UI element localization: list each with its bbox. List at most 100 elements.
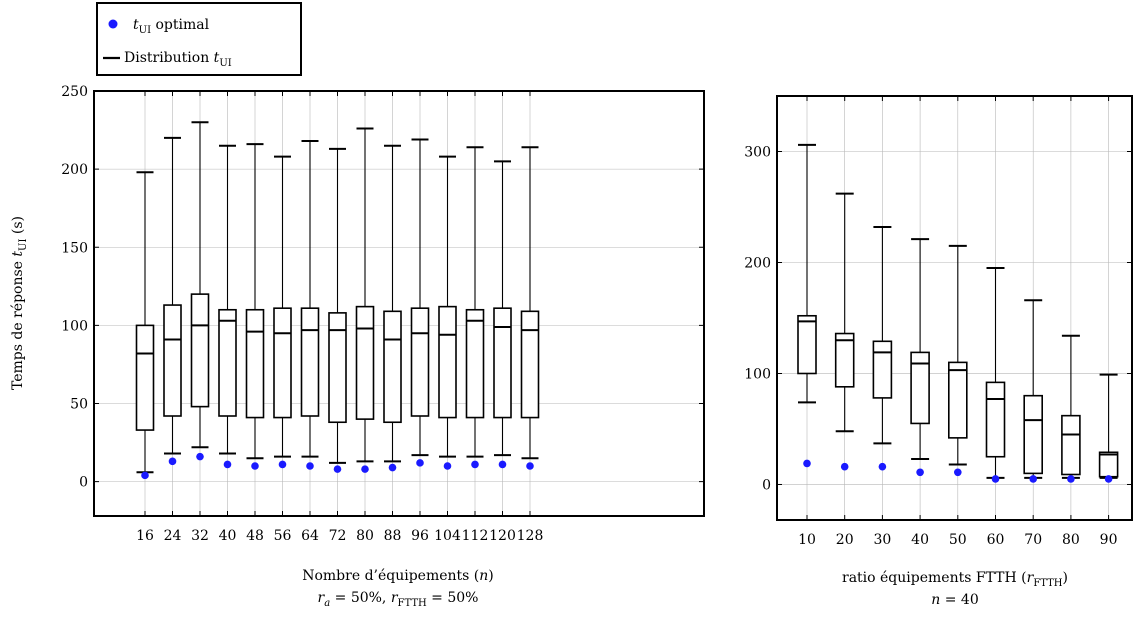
x-tick-label: 104	[434, 528, 461, 544]
box-iqr	[493, 307, 512, 419]
box-iqr	[985, 381, 1006, 458]
box-iqr	[163, 304, 182, 417]
x-tick-label: 96	[411, 528, 429, 544]
chart-caption: ra = 50%, rFTTH = 50%	[318, 590, 479, 609]
y-tick-label: 200	[744, 255, 771, 271]
legend-optimal-marker	[108, 19, 118, 29]
box-iqr	[383, 310, 402, 424]
box-70	[1023, 299, 1043, 479]
y-tick-labels: 0 50 100 150 200 250	[61, 84, 88, 491]
box-88	[383, 144, 402, 463]
box-iqr	[1098, 451, 1119, 478]
box-iqr	[300, 307, 320, 417]
box-80	[1061, 334, 1081, 479]
box-90	[1098, 373, 1119, 479]
x-axis-label: Nombre d’équipements (n)	[302, 568, 494, 584]
box-40	[218, 144, 237, 455]
y-tick-label: 100	[61, 318, 88, 334]
box-iqr	[190, 293, 210, 408]
x-tick-label: 80	[356, 528, 374, 544]
x-tick-label: 32	[191, 528, 209, 544]
optimal-point-72	[333, 465, 342, 473]
box-72	[328, 147, 347, 464]
box-iqr	[1061, 414, 1081, 476]
x-tick-label: 72	[329, 528, 347, 544]
box-104	[438, 155, 457, 458]
optimal-point-96	[416, 459, 424, 467]
x-tick-label: 40	[911, 532, 929, 548]
x-tick-label: 80	[1062, 532, 1080, 548]
legend-frame	[96, 2, 302, 76]
x-tick-label: 90	[1100, 532, 1118, 548]
plot-frame	[93, 90, 705, 517]
box-64	[300, 140, 320, 458]
optimal-point-60	[991, 475, 1000, 483]
box-iqr	[273, 307, 292, 419]
x-tick-label: 56	[274, 528, 292, 544]
optimal-point-64	[306, 462, 314, 470]
x-tick-label: 10	[798, 532, 816, 548]
legend-distribution-label: Distribution tUI	[124, 50, 232, 69]
box-32	[190, 121, 210, 449]
x-tick-label: 70	[1024, 532, 1042, 548]
y-tick-label: 250	[61, 84, 88, 100]
optimal-point-56	[278, 460, 287, 469]
legend: tUI optimal Distribution tUI	[96, 2, 302, 76]
box-40	[910, 238, 930, 460]
x-tick-label: 16	[136, 528, 154, 544]
plot-frame	[776, 95, 1133, 521]
optimal-point-80	[361, 465, 369, 473]
box-iqr	[355, 305, 375, 420]
box-iqr	[872, 340, 893, 399]
optimal-point-40	[916, 468, 924, 477]
box-iqr	[218, 308, 237, 417]
x-tick-label: 64	[301, 528, 319, 544]
optimal-point-32	[196, 452, 204, 461]
x-tick-labels: 16 24 32 40 48 56 64 72 80 88 96 104 112 120 128	[136, 528, 543, 544]
x-tick-label: 48	[246, 528, 264, 544]
box-iqr	[328, 312, 347, 424]
box-16	[135, 171, 155, 474]
box-80	[355, 127, 375, 463]
box-30	[872, 225, 893, 445]
box-20	[834, 192, 855, 433]
box-128	[520, 146, 540, 460]
optimal-point-90	[1104, 475, 1113, 483]
optimal-point-120	[498, 460, 507, 469]
x-tick-label: 30	[873, 532, 891, 548]
optimal-point-30	[878, 462, 887, 471]
optimal-series	[803, 459, 1113, 483]
x-tick-label: 128	[517, 528, 544, 544]
grid-lines	[94, 90, 704, 516]
x-tick-labels: 10 20 30 40 50 60 70 80 90	[798, 532, 1117, 548]
box-iqr	[834, 332, 855, 388]
x-tick-label: 50	[949, 532, 967, 548]
box-iqr	[520, 310, 540, 419]
optimal-point-104	[443, 462, 452, 470]
optimal-point-70	[1029, 475, 1037, 483]
chart-ftth-ratio: 0 100 200 300 10 20 30 40 50 60 70 80 90 ratio équi…	[744, 95, 1133, 608]
optimal-point-88	[388, 463, 397, 472]
optimal-point-10	[803, 459, 811, 468]
optimal-point-40	[223, 460, 232, 469]
y-tick-label: 50	[70, 397, 88, 413]
optimal-point-80	[1067, 475, 1075, 483]
y-tick-label: 0	[79, 475, 88, 491]
box-120	[493, 160, 512, 457]
y-tick-label: 300	[744, 144, 771, 160]
legend-optimal-label: tUI optimal	[133, 17, 210, 36]
box-series	[135, 121, 540, 474]
box-iqr	[135, 324, 155, 431]
box-50	[947, 244, 968, 466]
box-series	[797, 143, 1119, 479]
box-96	[410, 138, 430, 457]
optimal-point-24	[168, 457, 177, 466]
optimal-point-112	[471, 460, 479, 469]
x-tick-label: 40	[219, 528, 237, 544]
x-axis-label: ratio équipements FTTH (rFTTH)	[842, 570, 1068, 589]
box-56	[273, 155, 292, 458]
chart-devices: 0 50 100 150 200 250 16 24 32 40 48 56 64 72 80 88 96 10…	[10, 84, 705, 609]
optimal-series	[141, 452, 534, 480]
y-tick-label: 0	[762, 477, 771, 493]
